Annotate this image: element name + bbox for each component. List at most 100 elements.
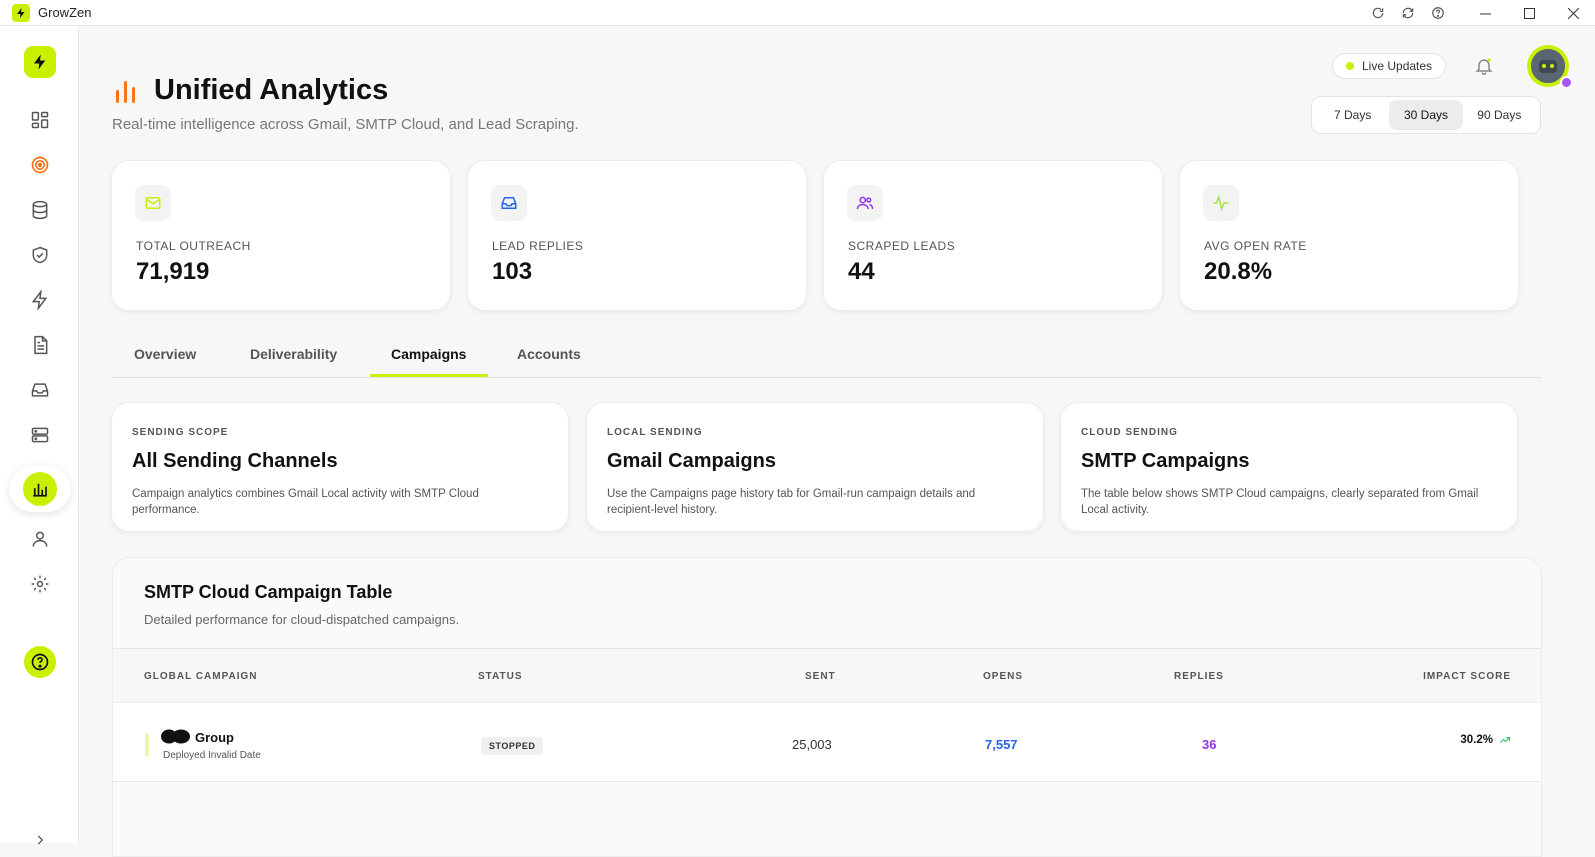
- range-7-days[interactable]: 7 Days: [1333, 108, 1372, 122]
- sidebar-item-analytics[interactable]: [9, 466, 71, 512]
- chevron-right-icon: [37, 835, 44, 845]
- live-dot-icon: [1346, 62, 1354, 70]
- live-updates-toggle[interactable]: Live Updates: [1332, 53, 1447, 79]
- scope-card-smtp: CLOUD SENDING SMTP Campaigns The table b…: [1060, 402, 1518, 532]
- sync-icon[interactable]: [1393, 0, 1423, 26]
- scope-heading: SMTP Campaigns: [1081, 450, 1250, 472]
- scope-kicker: LOCAL SENDING: [607, 427, 703, 438]
- sidebar-item-automation[interactable]: [24, 284, 56, 316]
- table-header: GLOBAL CAMPAIGN STATUS SENT OPENS REPLIE…: [113, 648, 1541, 702]
- table-subtitle: Detailed performance for cloud-dispatche…: [144, 612, 460, 627]
- stat-card-total-outreach: TOTAL OUTREACH 71,919: [111, 160, 451, 311]
- tab-overview[interactable]: Overview: [134, 346, 197, 362]
- sidebar-item-profile[interactable]: [24, 523, 56, 555]
- notification-bell-icon[interactable]: [1472, 54, 1496, 78]
- scope-card-all-channels: SENDING SCOPE All Sending Channels Campa…: [111, 402, 569, 532]
- inbox-icon: [31, 383, 49, 397]
- maximize-button[interactable]: [1507, 0, 1551, 26]
- gear-icon: [31, 575, 49, 593]
- page-title: Unified Analytics: [154, 74, 389, 106]
- shield-check-icon: [32, 246, 48, 264]
- scope-kicker: CLOUD SENDING: [1081, 427, 1178, 438]
- stat-label: SCRAPED LEADS: [848, 239, 956, 253]
- stat-value: 44: [848, 258, 875, 285]
- tab-deliverability[interactable]: Deliverability: [250, 346, 338, 362]
- help-icon[interactable]: [1423, 0, 1453, 26]
- minimize-button[interactable]: [1463, 0, 1507, 26]
- range-90-days[interactable]: 90 Days: [1477, 108, 1522, 122]
- campaign-meta: Deployed Invalid Date: [163, 750, 261, 761]
- stat-value: 71,919: [136, 258, 210, 285]
- stat-label: TOTAL OUTREACH: [136, 239, 251, 253]
- document-icon: [34, 335, 48, 355]
- tab-campaigns[interactable]: Campaigns: [391, 346, 467, 362]
- activity-icon: [1203, 185, 1239, 221]
- user-icon: [32, 531, 48, 547]
- page-subtitle: Real-time intelligence across Gmail, SMT…: [112, 116, 579, 133]
- sidebar-item-servers[interactable]: [24, 419, 56, 451]
- main-content: Unified Analytics Real-time intelligence…: [80, 26, 1595, 857]
- column-header-replies[interactable]: REPLIES: [1174, 671, 1224, 682]
- column-header-campaign[interactable]: GLOBAL CAMPAIGN: [144, 671, 258, 682]
- date-range-selector: 7 Days 30 Days 90 Days: [1311, 96, 1541, 134]
- scope-description: Use the Campaigns page history tab for G…: [607, 488, 976, 516]
- sidebar-item-documents[interactable]: [24, 329, 56, 361]
- avatar-image-icon: [1531, 49, 1565, 83]
- scope-description: Campaign analytics combines Gmail Local …: [132, 488, 479, 516]
- sidebar-item-inbox[interactable]: [24, 374, 56, 406]
- cell-impact: 30.2%: [1460, 734, 1511, 746]
- tab-accounts[interactable]: Accounts: [517, 346, 581, 362]
- sidebar-logo-icon[interactable]: [24, 46, 56, 78]
- title-bar: GrowZen: [0, 0, 1595, 26]
- sidebar-item-database[interactable]: [24, 194, 56, 226]
- server-icon: [31, 427, 49, 443]
- scope-heading: All Sending Channels: [132, 450, 338, 472]
- analytics-tabs: Overview Deliverability Campaigns Accoun…: [112, 336, 1542, 378]
- stat-value: 103: [492, 258, 533, 285]
- avatar-status-badge: [1560, 76, 1573, 89]
- target-icon: [31, 156, 49, 174]
- cell-replies: 36: [1202, 737, 1217, 752]
- column-header-opens[interactable]: OPENS: [983, 671, 1024, 682]
- campaign-name: Group: [195, 730, 234, 745]
- row-accent-bar: [145, 733, 149, 757]
- mail-icon: [135, 185, 171, 221]
- cell-opens: 7,557: [985, 737, 1018, 752]
- sidebar-item-target[interactable]: [24, 149, 56, 181]
- impact-score: 30.2%: [1460, 734, 1493, 746]
- lightning-icon: [31, 290, 48, 310]
- sidebar-item-shield[interactable]: [24, 239, 56, 271]
- sidebar-item-settings[interactable]: [24, 568, 56, 600]
- column-header-sent[interactable]: SENT: [805, 671, 836, 682]
- sidebar-help-button[interactable]: [24, 646, 56, 678]
- table-row[interactable]: Group Deployed Invalid Date STOPPED 25,0…: [113, 702, 1541, 782]
- column-header-status[interactable]: STATUS: [478, 671, 523, 682]
- stat-label: LEAD REPLIES: [492, 239, 584, 253]
- database-icon: [32, 200, 48, 220]
- sidebar-item-dashboard[interactable]: [24, 104, 56, 136]
- smtp-campaign-table: SMTP Cloud Campaign Table Detailed perfo…: [112, 557, 1542, 857]
- dashboard-icon: [31, 111, 49, 129]
- stat-card-avg-open-rate: AVG OPEN RATE 20.8%: [1179, 160, 1519, 311]
- campaign-mark-icon: [161, 729, 190, 744]
- stat-card-lead-replies: LEAD REPLIES 103: [467, 160, 807, 311]
- scope-heading: Gmail Campaigns: [607, 450, 776, 472]
- close-button[interactable]: [1551, 0, 1595, 26]
- status-badge: STOPPED: [481, 737, 544, 755]
- window-title: GrowZen: [38, 5, 92, 20]
- table-title: SMTP Cloud Campaign Table: [144, 582, 393, 602]
- stat-card-scraped-leads: SCRAPED LEADS 44: [823, 160, 1163, 311]
- reload-icon[interactable]: [1363, 0, 1393, 26]
- range-30-days[interactable]: 30 Days: [1389, 100, 1463, 130]
- page-header: Unified Analytics: [112, 74, 388, 107]
- column-header-impact[interactable]: IMPACT SCORE: [1423, 671, 1511, 682]
- question-icon: [31, 653, 49, 671]
- inbox-icon: [491, 185, 527, 221]
- users-icon: [847, 185, 883, 221]
- scope-kicker: SENDING SCOPE: [132, 427, 229, 438]
- stat-label: AVG OPEN RATE: [1204, 239, 1307, 253]
- scope-card-gmail: LOCAL SENDING Gmail Campaigns Use the Ca…: [586, 402, 1044, 532]
- scope-description: The table below shows SMTP Cloud campaig…: [1081, 488, 1479, 516]
- avatar[interactable]: [1527, 45, 1573, 89]
- sidebar-expand-button[interactable]: [28, 828, 52, 852]
